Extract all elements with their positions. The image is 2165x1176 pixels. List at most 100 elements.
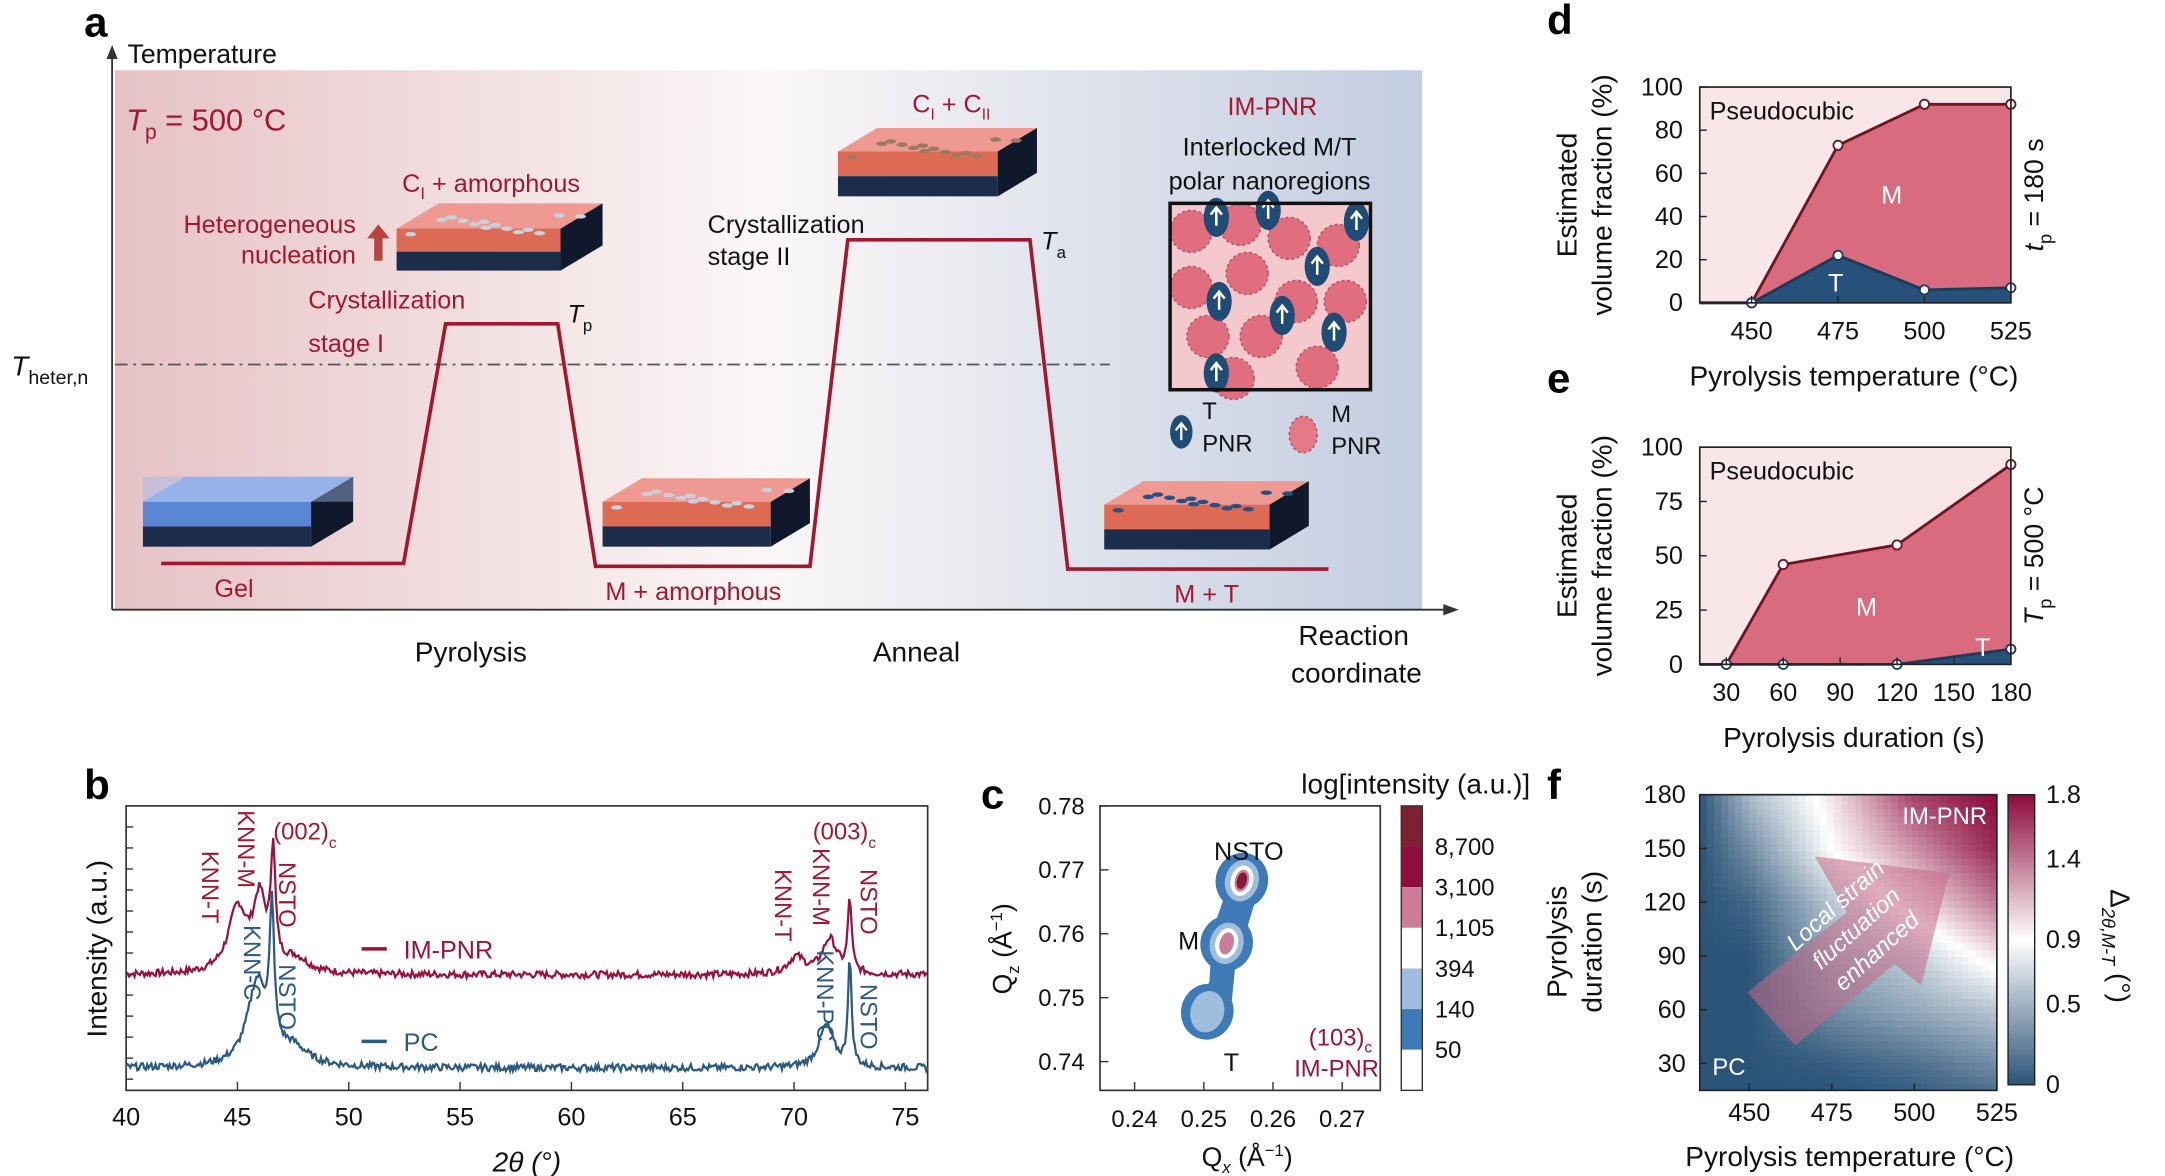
heatmap-cell	[1720, 886, 1729, 894]
heatmap-cell	[1855, 851, 1864, 859]
heatmap-cell	[1869, 1005, 1878, 1014]
heatmap-cell	[1841, 1027, 1849, 1035]
pseudocubic-label: Pseudocubic	[1710, 457, 1854, 485]
heatmap-cell	[1720, 1027, 1729, 1035]
heatmap-cell	[1982, 991, 1991, 1000]
x-tick-label: 75	[891, 1103, 919, 1131]
polarization-arrow-icon	[1212, 289, 1226, 310]
heatmap-cell	[1933, 949, 1941, 958]
block-top	[602, 478, 810, 502]
heatmap-cell	[1720, 829, 1729, 838]
heatmap-cell	[1890, 1083, 1899, 1091]
heatmap-cell	[1699, 1048, 1708, 1056]
heatmap-cell	[1742, 1041, 1750, 1049]
heatmap-cell	[1791, 942, 1800, 951]
heatmap-cell	[1706, 1076, 1715, 1084]
y-tick-label: 0.78	[1038, 793, 1084, 820]
legend-pc: PC	[404, 1029, 439, 1057]
heatmap-cell	[1890, 815, 1899, 824]
heatmap-cell	[1890, 843, 1899, 852]
heatmap-cell	[1728, 1012, 1736, 1021]
heatmap-cell	[1749, 822, 1757, 831]
heatmap-cell	[1706, 858, 1715, 866]
heatmap-cell	[1713, 822, 1722, 831]
y-tick-label: 180	[1644, 781, 1686, 809]
theter-symbol: T	[11, 351, 30, 382]
heatmap-cell	[1706, 815, 1715, 824]
heatmap-cell	[1770, 872, 1779, 880]
heatmap-cell	[1713, 1062, 1722, 1070]
heatmap-cell	[1897, 801, 1906, 810]
heatmap-cell	[1975, 963, 1984, 972]
heatmap-cell	[1791, 794, 1800, 803]
heatmap-cell	[1820, 1083, 1828, 1091]
heatmap-cell	[1784, 836, 1793, 845]
heatmap-cell	[1827, 907, 1835, 915]
heatmap-cell	[1791, 1076, 1800, 1084]
crystallite	[971, 153, 983, 159]
heatmap-cell	[1827, 1048, 1835, 1056]
heatmap-cell	[1841, 1055, 1849, 1063]
heatmap-cell	[1968, 893, 1977, 901]
heatmap-cell	[1855, 998, 1864, 1007]
x-tick-label: 70	[780, 1103, 808, 1131]
state-m-t: M + T	[1174, 581, 1239, 609]
heatmap-cell	[1784, 893, 1793, 901]
heatmap-cell	[1911, 1027, 1920, 1035]
heatmap-cell	[1947, 963, 1955, 972]
heatmap-cell	[1848, 822, 1856, 831]
heatmap-cell	[1940, 970, 1948, 979]
heatmap-cell	[1975, 928, 1984, 937]
heatmap-cell	[1728, 1019, 1736, 1028]
colorbar-label: 140	[1435, 996, 1475, 1023]
heatmap-cell	[1982, 801, 1991, 810]
heatmap-cell	[1954, 998, 1963, 1007]
heatmap-cell	[1749, 886, 1757, 894]
heatmap-cell	[1940, 977, 1948, 986]
heatmap-cell	[1883, 829, 1892, 838]
heatmap-cell	[1982, 935, 1991, 944]
heatmap-cell	[1890, 1012, 1899, 1021]
m-pnr	[1323, 279, 1367, 324]
heatmap-cell	[1770, 843, 1779, 852]
heatmap-cell	[1713, 808, 1722, 817]
heatmap-cell	[1784, 907, 1793, 915]
heatmap-cell	[1862, 836, 1871, 845]
heatmap-cell	[1728, 942, 1736, 951]
heatmap-cell	[1728, 851, 1736, 859]
heatmap-cell	[1890, 858, 1899, 866]
heatmap-cell	[1720, 998, 1729, 1007]
heatmap-cell	[1926, 865, 1934, 873]
colorbar-tick-label: 0	[2046, 1071, 2060, 1099]
heatmap-cell	[1791, 872, 1800, 880]
heatmap-cell	[1862, 1019, 1871, 1028]
heatmap-cell	[1784, 928, 1793, 937]
heatmap-cell	[1848, 1005, 1856, 1014]
heatmap-cell	[1933, 1062, 1941, 1070]
heatmap-cell	[1728, 872, 1736, 880]
heatmap-cell	[1947, 970, 1955, 979]
heatmap-cell	[1989, 1034, 1998, 1042]
heatmap-cell	[1763, 1027, 1772, 1035]
heatmap-cell	[1820, 921, 1828, 930]
heatmap-cell	[1756, 977, 1764, 986]
heatmap-cell	[1706, 872, 1715, 880]
heatmap-cell	[1904, 1012, 1913, 1021]
heatmap-cell	[1911, 1019, 1920, 1028]
heatmap-cell	[1841, 829, 1849, 838]
heatmap-cell	[1713, 879, 1722, 887]
heatmap-cell	[1954, 935, 1963, 944]
heatmap-cell	[1770, 914, 1779, 922]
heatmap-cell	[1982, 1083, 1991, 1091]
heatmap-cell	[1756, 829, 1764, 838]
heatmap-cell	[1735, 1005, 1743, 1014]
side-label-symbol: T	[2019, 607, 2049, 625]
heatmap-cell	[1735, 963, 1743, 972]
heatmap-cell	[1784, 1041, 1793, 1049]
polarization-arrow-icon	[1310, 254, 1324, 275]
heatmap-cell	[1933, 928, 1941, 937]
heatmap-cell	[1940, 794, 1948, 803]
heatmap-cell	[1784, 935, 1793, 944]
heatmap-cell	[1975, 970, 1984, 979]
heatmap-cell	[1699, 935, 1708, 944]
